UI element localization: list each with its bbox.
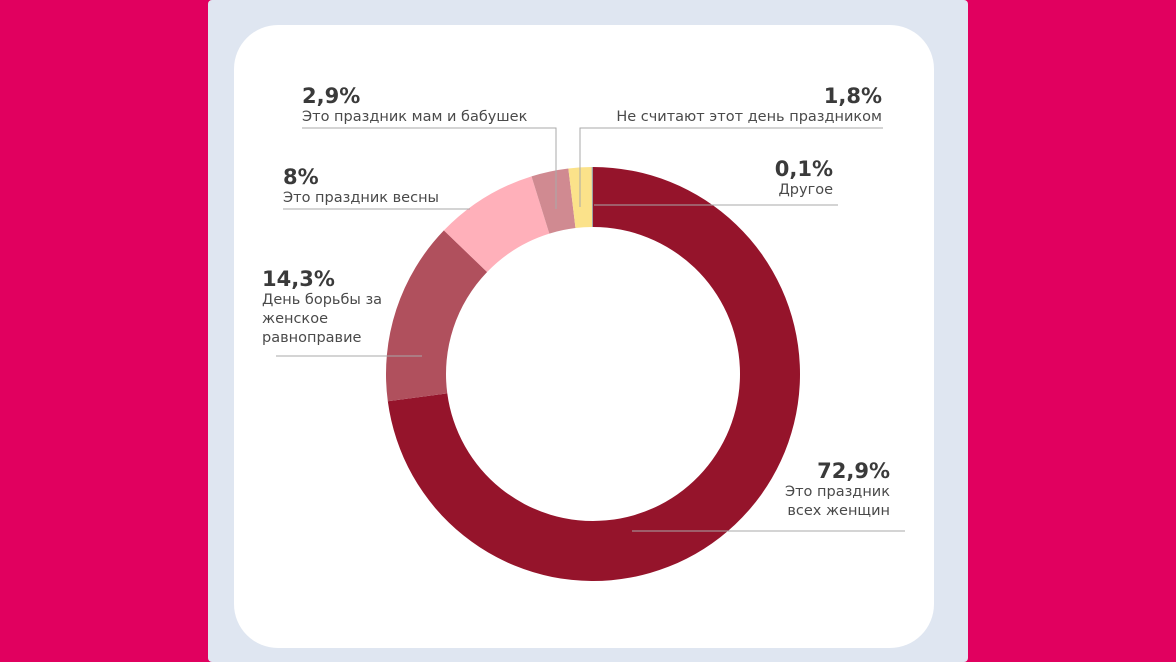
value-label: 2,9% bbox=[302, 84, 361, 108]
category-label: Не считают этот день праздником bbox=[616, 109, 882, 125]
leader-line-0 bbox=[302, 127, 557, 209]
category-label: Это праздник всех женщин bbox=[784, 484, 890, 519]
label-14-3: 14,3% День борьбы за женское равноправие bbox=[262, 267, 392, 348]
leader-line-1 bbox=[579, 127, 883, 207]
value-label: 14,3% bbox=[262, 267, 335, 291]
value-label: 0,1% bbox=[774, 157, 833, 181]
label-1-8: 1,8% Не считают этот день праздником bbox=[600, 84, 882, 127]
label-72-9: 72,9% Это праздник всех женщин bbox=[760, 459, 890, 521]
donut-slice-1 bbox=[386, 230, 488, 402]
label-0-1: 0,1% Другое bbox=[700, 157, 833, 200]
category-label: Другое bbox=[778, 182, 833, 198]
label-8: 8% Это праздник весны bbox=[283, 165, 439, 208]
label-2-9: 2,9% Это праздник мам и бабушек bbox=[302, 84, 527, 127]
donut-slice-2 bbox=[443, 176, 550, 273]
value-label: 72,9% bbox=[817, 459, 890, 483]
donut-slice-5 bbox=[591, 167, 593, 228]
value-label: 1,8% bbox=[823, 84, 882, 108]
donut-slice-3 bbox=[531, 168, 576, 234]
category-label: Это праздник весны bbox=[283, 190, 439, 206]
category-label: Это праздник мам и бабушек bbox=[302, 109, 528, 125]
value-label: 8% bbox=[283, 165, 319, 189]
category-label: День борьбы за женское равноправие bbox=[262, 292, 383, 346]
